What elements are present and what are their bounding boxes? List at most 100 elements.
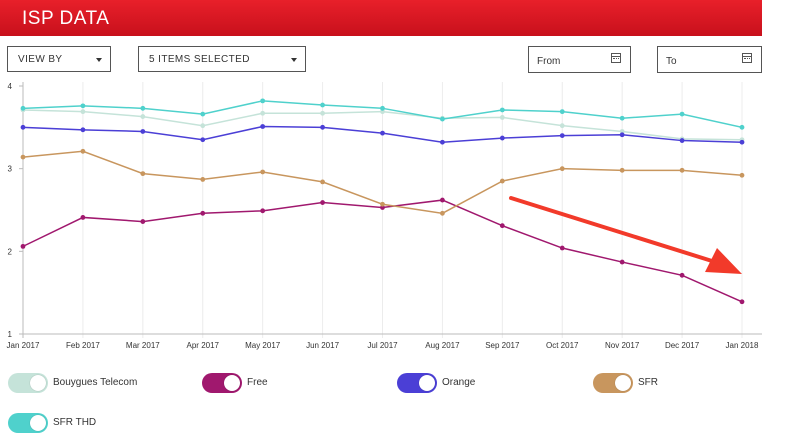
data-point-orange: [619, 132, 625, 138]
data-point-sfr: [320, 179, 325, 185]
data-point-free: [320, 200, 325, 205]
data-point-orange: [80, 127, 86, 133]
data-point-sfr-thd: [200, 111, 206, 117]
toggle-switch[interactable]: [593, 373, 633, 393]
calendar-icon[interactable]: [611, 53, 621, 63]
data-point-free: [739, 299, 745, 305]
toggle-knob: [615, 375, 631, 391]
data-point-sfr-thd: [260, 98, 266, 104]
data-point-sfr: [200, 177, 206, 182]
x-tick-label: Jun 2017: [306, 341, 339, 350]
data-point-bouygues-telecom: [200, 123, 206, 129]
data-point-bouygues-telecom: [619, 129, 625, 134]
data-point-sfr-thd: [20, 105, 26, 111]
view-by-dropdown[interactable]: VIEW BY: [7, 46, 111, 72]
x-tick-label: Jan 2018: [726, 341, 759, 350]
data-point-sfr: [140, 171, 146, 177]
chart-annotation: [509, 196, 742, 274]
data-point-orange: [499, 135, 505, 141]
annotation-arrow-head: [705, 248, 742, 274]
x-tick-label: Aug 2017: [425, 341, 460, 350]
data-point-sfr-thd: [80, 103, 86, 109]
from-date-placeholder: From: [537, 56, 561, 67]
data-point-sfr: [619, 167, 625, 173]
toggle-knob: [30, 375, 46, 391]
toggle-switch[interactable]: [397, 373, 437, 393]
data-point-sfr: [20, 154, 26, 160]
x-tick-label: Feb 2017: [66, 341, 100, 350]
data-point-sfr-thd: [499, 107, 505, 113]
items-selected-label: 5 ITEMS SELECTED: [149, 54, 250, 65]
toggle-switch[interactable]: [8, 413, 48, 433]
annotation-arrow-shaft: [509, 196, 714, 263]
data-point-free: [80, 215, 86, 220]
x-tick-label: Nov 2017: [605, 341, 640, 350]
toggle-switch[interactable]: [8, 373, 48, 393]
chart-series: [20, 98, 745, 305]
data-point-sfr: [499, 178, 505, 184]
y-tick-label: 3: [8, 165, 13, 174]
data-point-bouygues-telecom: [80, 109, 86, 115]
data-point-sfr-thd: [679, 111, 685, 117]
data-point-bouygues-telecom: [260, 110, 266, 116]
data-point-sfr: [679, 167, 685, 173]
data-point-bouygues-telecom: [140, 114, 146, 119]
data-point-free: [20, 243, 26, 249]
x-tick-label: Sep 2017: [485, 341, 520, 350]
data-point-sfr: [739, 172, 745, 178]
data-point-orange: [260, 124, 266, 129]
data-point-sfr-thd: [739, 124, 745, 130]
data-point-free: [559, 245, 565, 251]
data-point-free: [679, 272, 685, 278]
page-title: ISP DATA: [22, 8, 110, 29]
data-point-free: [619, 259, 625, 265]
legend-label: SFR THD: [53, 417, 97, 428]
data-point-bouygues-telecom: [320, 110, 325, 116]
toggle-knob: [419, 375, 435, 391]
x-tick-label: Dec 2017: [665, 341, 700, 350]
from-date-input[interactable]: From: [528, 46, 631, 73]
y-tick-label: 2: [8, 247, 13, 256]
x-tick-label: Oct 2017: [546, 341, 579, 350]
toggle-switch[interactable]: [202, 373, 242, 393]
legend-label: Orange: [442, 377, 476, 388]
data-point-sfr-thd: [619, 115, 625, 121]
data-point-bouygues-telecom: [380, 109, 385, 115]
toggle-knob: [224, 375, 240, 391]
data-point-free: [140, 219, 146, 224]
items-selected-dropdown[interactable]: 5 ITEMS SELECTED: [138, 46, 306, 72]
x-tick-label: Jul 2017: [367, 341, 398, 350]
data-point-orange: [20, 124, 26, 130]
data-point-sfr-thd: [380, 105, 385, 111]
toggle-knob: [30, 415, 46, 431]
x-tick-label: Mar 2017: [126, 341, 160, 350]
data-point-sfr-thd: [440, 116, 445, 122]
view-by-label: VIEW BY: [18, 54, 63, 65]
data-point-free: [499, 223, 505, 229]
data-point-bouygues-telecom: [559, 123, 565, 129]
x-tick-label: May 2017: [245, 341, 281, 350]
y-tick-label: 1: [8, 330, 13, 339]
chart-grid: [22, 82, 743, 338]
data-point-free: [440, 197, 445, 203]
data-point-orange: [320, 124, 325, 130]
data-point-orange: [440, 139, 445, 145]
x-tick-label: Apr 2017: [187, 341, 220, 350]
data-point-bouygues-telecom: [499, 115, 505, 120]
calendar-icon[interactable]: [742, 53, 752, 63]
data-point-sfr: [380, 201, 385, 207]
chart-axes: Jan 2017 Feb 2017 Mar 2017 Apr 2017 May 2017…: [7, 82, 762, 350]
data-point-sfr-thd: [559, 109, 565, 115]
legend-label: Bouygues Telecom: [53, 377, 138, 388]
data-point-free: [260, 208, 266, 214]
data-point-orange: [739, 139, 745, 145]
line-chart: Jan 2017 Feb 2017 Mar 2017 Apr 2017 May 2017…: [7, 82, 762, 350]
data-point-sfr: [440, 210, 445, 216]
to-date-placeholder: To: [666, 56, 677, 67]
data-point-sfr: [559, 166, 565, 172]
data-point-free: [200, 210, 206, 216]
data-point-orange: [380, 130, 385, 136]
data-point-free: [380, 205, 385, 210]
to-date-input[interactable]: To: [657, 46, 762, 73]
data-point-sfr-thd: [140, 105, 146, 111]
